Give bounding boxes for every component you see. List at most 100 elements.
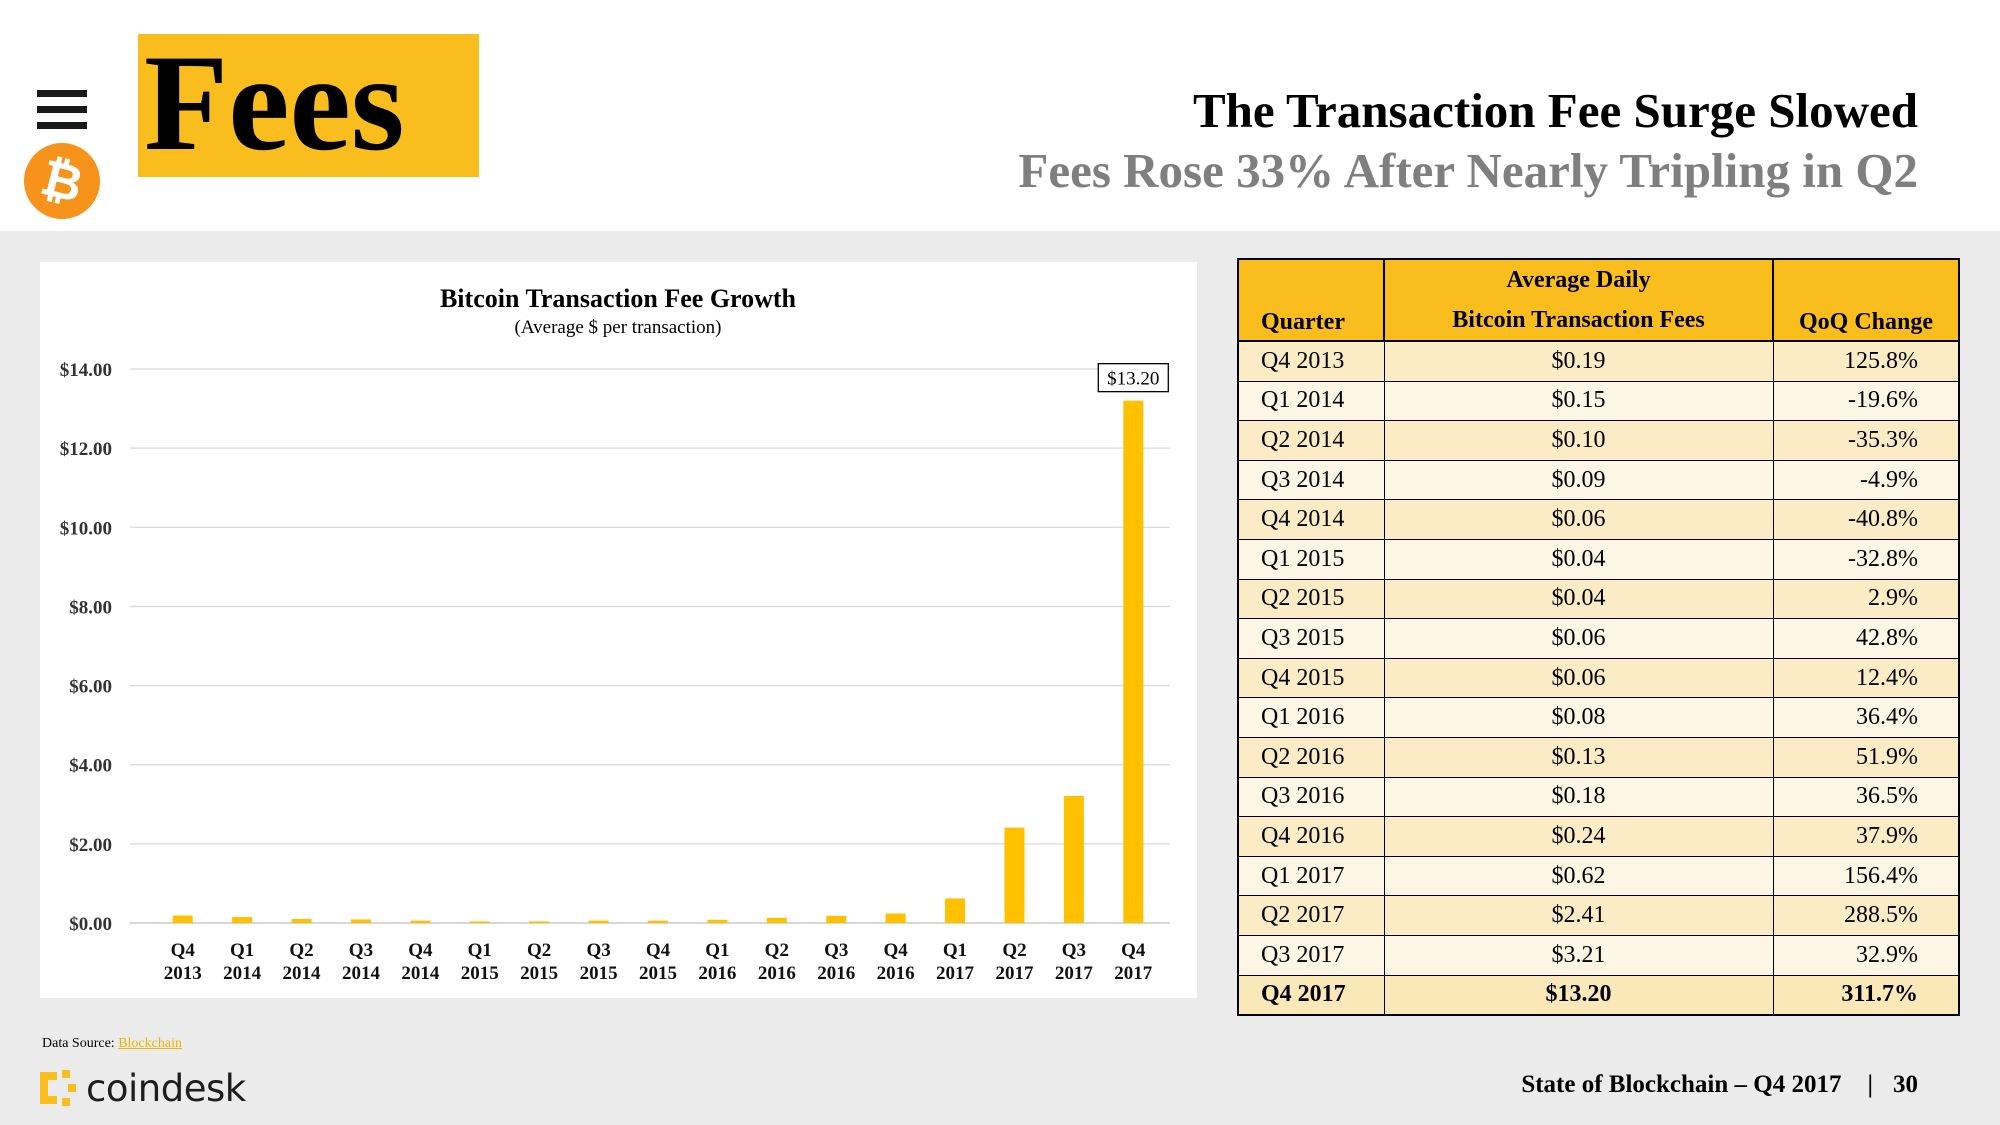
cell-quarter: Q4 2015 — [1237, 657, 1385, 699]
bar — [291, 919, 312, 923]
cell-quarter: Q2 2016 — [1237, 736, 1385, 778]
x-tick-label: Q2 2015 — [520, 940, 558, 984]
fees-table-container: Quarter Average Daily Bitcoin Transactio… — [1237, 258, 1960, 1017]
coindesk-wordmark: coindesk — [86, 1066, 246, 1110]
cell-quarter: Q1 2017 — [1237, 855, 1385, 897]
cell-qoq-change: -40.8% — [1772, 499, 1960, 540]
cell-quarter: Q3 2015 — [1237, 618, 1385, 659]
table-row: Q4 2015 $0.06 12.4% — [1237, 657, 1960, 699]
cell-fee: $0.08 — [1383, 697, 1774, 738]
cell-qoq-change: 42.8% — [1772, 618, 1960, 659]
section-title: Fees — [144, 26, 405, 179]
bar — [172, 915, 193, 923]
footer-separator: | — [1867, 1071, 1873, 1098]
bar — [232, 917, 253, 923]
cell-fee: $0.62 — [1383, 855, 1774, 897]
bar — [885, 913, 906, 923]
table-body: Q4 2013 $0.19 125.8% Q1 2014 $0.15 -19.6% Q2 2… — [1237, 340, 1960, 1016]
table-row: Q4 2013 $0.19 125.8% — [1237, 340, 1960, 382]
bar — [826, 915, 847, 923]
cell-qoq-change: 288.5% — [1772, 895, 1960, 936]
cell-qoq-change: 12.4% — [1772, 657, 1960, 699]
cell-fee: $13.20 — [1383, 974, 1774, 1016]
x-axis-ticks: Q4 2013 Q1 2014 Q2 2014 Q3 2014 Q4 2014 Q1 2015 Q2 20… — [164, 940, 1153, 984]
cell-quarter: Q1 2016 — [1237, 697, 1385, 738]
cell-qoq-change: 125.8% — [1772, 340, 1960, 382]
table-row: Q3 2016 $0.18 36.5% — [1237, 776, 1960, 818]
cell-qoq-change: -4.9% — [1772, 459, 1960, 501]
cell-quarter: Q1 2014 — [1237, 380, 1385, 422]
chart-subtitle: (Average $ per transaction) — [515, 317, 722, 338]
bar — [707, 919, 728, 923]
cell-quarter: Q4 2013 — [1237, 340, 1385, 382]
cell-fee: $0.24 — [1383, 816, 1774, 857]
cell-fee: $0.04 — [1383, 538, 1774, 580]
cell-fee: $0.09 — [1383, 459, 1774, 501]
cell-qoq-change: 2.9% — [1772, 578, 1960, 620]
header-fees: Average Daily Bitcoin Transaction Fees — [1383, 258, 1774, 342]
x-tick-label: Q1 2016 — [698, 940, 736, 984]
table-row: Q1 2015 $0.04 -32.8% — [1237, 538, 1960, 580]
bar — [350, 919, 371, 923]
table-row: Q2 2014 $0.10 -35.3% — [1237, 420, 1960, 461]
cell-qoq-change: -32.8% — [1772, 538, 1960, 580]
y-tick-label: $0.00 — [69, 914, 112, 935]
cell-fee: $0.13 — [1383, 736, 1774, 778]
section-title-box: Fees — [138, 28, 479, 178]
menu-icon[interactable] — [37, 90, 87, 130]
x-tick-label: Q3 2015 — [580, 940, 618, 984]
gridlines — [130, 368, 1170, 924]
data-source: Data Source: Blockchain — [42, 1036, 182, 1052]
x-tick-label: Q2 2016 — [758, 940, 796, 984]
x-tick-label: Q4 2017 — [1114, 940, 1153, 984]
bar — [588, 920, 609, 923]
cell-fee: $0.06 — [1383, 618, 1774, 659]
cell-fee: $2.41 — [1383, 895, 1774, 936]
data-source-link[interactable]: Blockchain — [118, 1036, 182, 1051]
table-row: Q1 2016 $0.08 36.4% — [1237, 697, 1960, 738]
bar — [1004, 827, 1025, 923]
cell-fee: $3.21 — [1383, 934, 1774, 976]
cell-fee: $0.18 — [1383, 776, 1774, 818]
cell-qoq-change: 36.5% — [1772, 776, 1960, 818]
x-tick-label: Q1 2017 — [936, 940, 975, 984]
x-tick-label: Q3 2017 — [1055, 940, 1094, 984]
cell-quarter: Q1 2015 — [1237, 538, 1385, 580]
data-source-label: Data Source: — [42, 1036, 115, 1051]
bar — [766, 917, 787, 923]
x-tick-label: Q2 2014 — [283, 940, 322, 984]
x-tick-label: Q4 2016 — [877, 940, 915, 984]
cell-quarter: Q2 2015 — [1237, 578, 1385, 620]
cell-quarter: Q3 2016 — [1237, 776, 1385, 818]
y-tick-label: $8.00 — [69, 597, 112, 618]
bar — [469, 921, 490, 923]
fee-growth-chart: Bitcoin Transaction Fee Growth (Average … — [60, 284, 1170, 984]
x-tick-label: Q4 2015 — [639, 940, 677, 984]
bitcoin-logo-icon: ₿ — [15, 134, 109, 228]
y-tick-label: $2.00 — [69, 835, 112, 856]
cell-quarter: Q2 2014 — [1237, 420, 1385, 461]
coindesk-brand: coindesk — [40, 1066, 246, 1110]
header-fees-line2: Bitcoin Transaction Fees — [1452, 307, 1705, 333]
cell-fee: $0.04 — [1383, 578, 1774, 620]
data-labels: $13.20 — [1097, 363, 1169, 393]
cell-qoq-change: 37.9% — [1772, 816, 1960, 857]
y-tick-label: $14.00 — [60, 360, 112, 381]
bar — [945, 898, 966, 923]
cell-fee: $0.10 — [1383, 420, 1774, 461]
table-row: Q2 2015 $0.04 2.9% — [1237, 578, 1960, 620]
cell-qoq-change: -19.6% — [1772, 380, 1960, 422]
cell-quarter: Q3 2017 — [1237, 934, 1385, 976]
bar — [1063, 795, 1084, 923]
cell-quarter: Q2 2017 — [1237, 895, 1385, 936]
table-row: Q1 2017 $0.62 156.4% — [1237, 855, 1960, 897]
header: ₿ Fees The Transaction Fee Surge Slowed … — [0, 0, 2000, 231]
cell-fee: $0.15 — [1383, 380, 1774, 422]
headline: The Transaction Fee Surge Slowed — [1192, 83, 1918, 138]
header-fees-line1: Average Daily — [1506, 267, 1651, 293]
table-row: Q2 2017 $2.41 288.5% — [1237, 895, 1960, 936]
x-tick-label: Q1 2015 — [461, 940, 499, 984]
x-tick-label: Q4 2013 — [164, 940, 202, 984]
header-qoq-change: QoQ Change — [1772, 258, 1960, 342]
table-row: Q4 2017 $13.20 311.7% — [1237, 974, 1960, 1016]
